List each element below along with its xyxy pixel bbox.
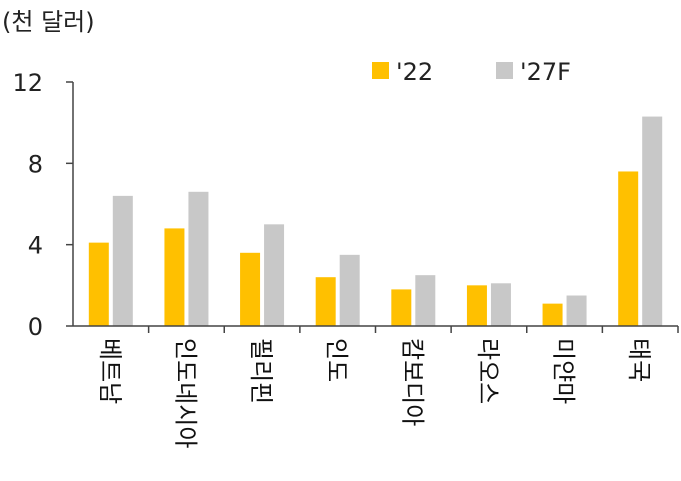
x-category-label: 인도 <box>323 338 351 382</box>
y-tick-label: 8 <box>28 150 43 178</box>
bar-2027f-1 <box>188 191 209 326</box>
legend-swatch-2027f <box>496 62 513 79</box>
legend: '22 '27F <box>372 58 571 86</box>
bar-2027f-3 <box>339 254 360 326</box>
x-category-label: 태국 <box>625 338 653 382</box>
bar-2022-4 <box>391 289 412 326</box>
bar-2022-6 <box>542 303 563 326</box>
bars <box>88 116 663 326</box>
bar-2022-7 <box>618 171 639 326</box>
bar-2022-5 <box>466 285 487 326</box>
x-axis-labels: 베트남 인도네시아 필리핀 인도 캄보디아 라오스 미얀마 태국 <box>96 338 653 448</box>
x-category-label: 미얀마 <box>550 338 578 404</box>
bar-2022-2 <box>240 252 261 326</box>
y-tick-label: 4 <box>28 232 43 260</box>
bar-2027f-0 <box>112 195 133 326</box>
x-category-label: 베트남 <box>96 338 124 404</box>
x-category-label: 라오스 <box>474 338 502 404</box>
bar-2027f-2 <box>264 224 285 326</box>
bar-2027f-7 <box>642 116 663 326</box>
legend-swatch-2022 <box>372 62 389 79</box>
y-tick-label: 0 <box>28 313 43 341</box>
bar-2022-0 <box>88 242 109 326</box>
legend-label-2027f: '27F <box>520 58 571 86</box>
bar-2022-3 <box>315 277 336 326</box>
bar-2027f-6 <box>566 295 587 326</box>
unit-label: (천 달러) <box>2 8 95 36</box>
bar-2027f-5 <box>490 283 511 326</box>
x-category-label: 인도네시아 <box>171 338 199 448</box>
x-axis-ticks <box>147 326 679 333</box>
y-axis-ticks: 0 4 8 12 <box>12 69 73 341</box>
x-category-label: 캄보디아 <box>398 338 426 426</box>
y-tick-label: 12 <box>12 69 43 97</box>
bar-2022-1 <box>164 228 185 326</box>
legend-label-2022: '22 <box>396 58 433 86</box>
x-category-label: 필리핀 <box>247 338 275 404</box>
bar-2027f-4 <box>415 275 436 326</box>
